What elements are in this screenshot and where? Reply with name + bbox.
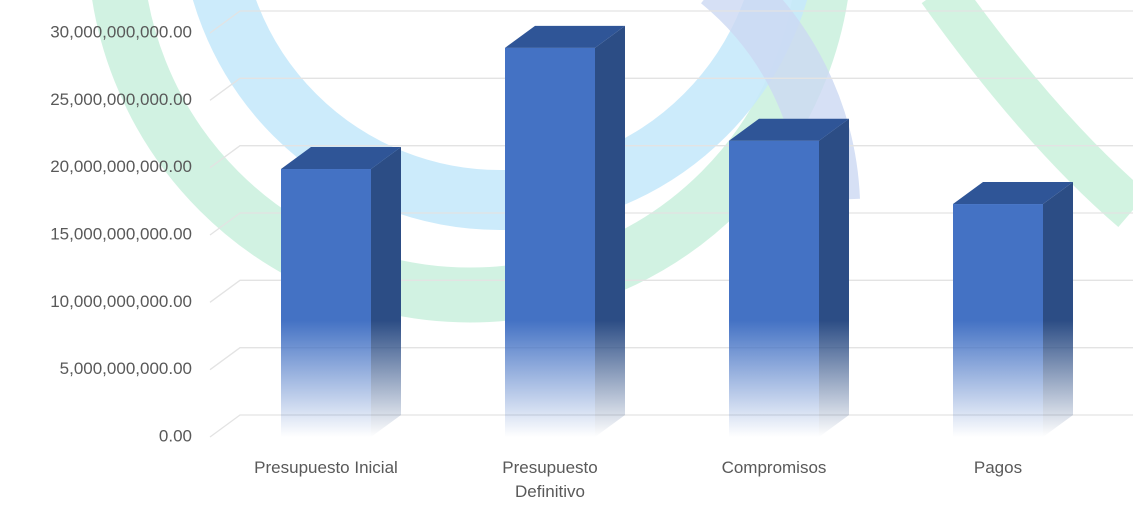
y-tick-label: 10,000,000,000.00 bbox=[50, 292, 192, 311]
y-tick-label: 20,000,000,000.00 bbox=[50, 157, 192, 176]
bars bbox=[281, 25, 1073, 438]
bar-top bbox=[729, 118, 849, 141]
bar-top bbox=[505, 25, 625, 48]
bar-top bbox=[953, 182, 1073, 205]
y-tick-label: 25,000,000,000.00 bbox=[50, 90, 192, 109]
x-tick-label: Pagos bbox=[973, 458, 1023, 477]
bar bbox=[505, 25, 625, 438]
bar-side bbox=[819, 118, 849, 437]
x-tick-label: Compromisos bbox=[721, 458, 827, 477]
grid-line bbox=[209, 77, 1133, 101]
y-tick-label: 5,000,000,000.00 bbox=[60, 359, 192, 378]
bar-side bbox=[1043, 182, 1073, 437]
bar-front bbox=[281, 169, 371, 437]
bar-side bbox=[595, 25, 625, 438]
bar-front bbox=[505, 47, 595, 438]
bar-front bbox=[953, 204, 1043, 437]
bar bbox=[281, 147, 401, 437]
bar-front bbox=[729, 140, 819, 437]
bar bbox=[953, 182, 1073, 437]
grid-line bbox=[209, 10, 1133, 34]
bar bbox=[729, 118, 849, 437]
x-tick-label: Presupuesto Inicial bbox=[254, 458, 398, 477]
y-tick-label: 30,000,000,000.00 bbox=[50, 22, 192, 41]
bar-top bbox=[281, 147, 401, 170]
y-tick-label: 0.00 bbox=[159, 426, 192, 445]
y-tick-label: 15,000,000,000.00 bbox=[50, 224, 192, 243]
bar-side bbox=[371, 147, 401, 437]
x-tick-label: Presupuesto Definitivo bbox=[502, 458, 598, 501]
